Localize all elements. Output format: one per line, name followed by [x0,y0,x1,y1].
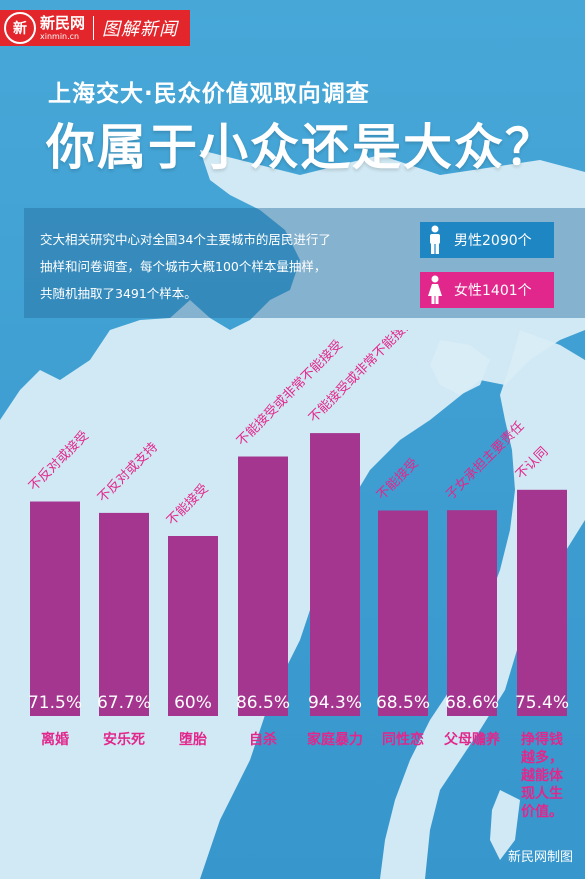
answer-label: 不认同 [513,444,551,482]
female-count-badge: 女性1401个 [420,272,554,308]
female-count-label: 女性1401个 [454,283,532,299]
bar [30,501,80,716]
value-label: 60% [174,693,212,713]
category-label: 堕胎 [179,731,207,748]
category-label: 自杀 [249,731,277,748]
logo-banner: 新 新民网 xinmin.cn 图解新闻 [0,10,190,46]
category-label: 家庭暴力 [307,731,363,748]
female-person-icon [420,272,450,308]
value-label: 71.5% [28,693,82,713]
survey-description-line: 共随机抽取了3491个样本。 [40,286,197,301]
male-count-label: 男性2090个 [454,233,532,249]
logo-icon: 新 [4,12,36,44]
male-count-badge: 男性2090个 [420,222,554,258]
bar [99,512,149,716]
bar [517,489,567,716]
category-label: 离婚 [41,731,69,748]
value-label: 67.7% [97,693,151,713]
logo-domain: xinmin.cn [40,31,80,41]
value-label: 94.3% [308,693,362,713]
logo-divider [93,16,95,40]
male-person-icon [420,222,450,258]
survey-description-line: 交大相关研究中心对全国34个主要城市的居民进行了 [40,232,331,247]
bar [310,433,360,716]
answer-label: 不能接受 [164,481,212,529]
bar [447,510,497,716]
value-label: 86.5% [236,693,290,713]
survey-description-line: 抽样和问卷调查，每个城市大概100个样本量抽样， [40,259,327,274]
page-title: 你属于小众还是大众？ [46,119,557,176]
category-label: 安乐死 [103,731,145,748]
value-label: 75.4% [515,693,569,713]
category-label: 现人生 [521,785,563,802]
bar [238,456,288,716]
answer-label: 不能接受或非常不能接受 [306,330,418,426]
category-label: 价值。 [521,803,563,820]
value-label: 68.6% [445,693,499,713]
footer-credit: 新民网制图 [507,850,573,865]
answer-label: 不能接受 [374,455,422,503]
bar [168,536,218,716]
category-label: 越能体 [520,767,564,784]
category-label: 父母赡养 [443,731,501,748]
survey-info-panel: 交大相关研究中心对全国34个主要城市的居民进行了 抽样和问卷调查，每个城市大概1… [24,208,585,318]
bar [378,510,428,716]
page-subtitle: 上海交大·民众价值观取向调查 [48,81,370,107]
value-label: 68.5% [376,693,430,713]
answer-label: 子女承担主要责任 [443,418,528,503]
survey-description: 交大相关研究中心对全国34个主要城市的居民进行了 抽样和问卷调查，每个城市大概1… [40,226,410,307]
logo-caption: 图解新闻 [102,19,179,40]
logo-name: 新民网 [40,13,86,32]
answer-label: 不反对或接受 [26,428,92,494]
category-label: 挣得钱 [521,731,563,748]
category-label: 同性恋 [382,731,424,748]
category-label: 越多， [520,749,563,766]
answer-label: 不反对或支持 [95,440,161,506]
